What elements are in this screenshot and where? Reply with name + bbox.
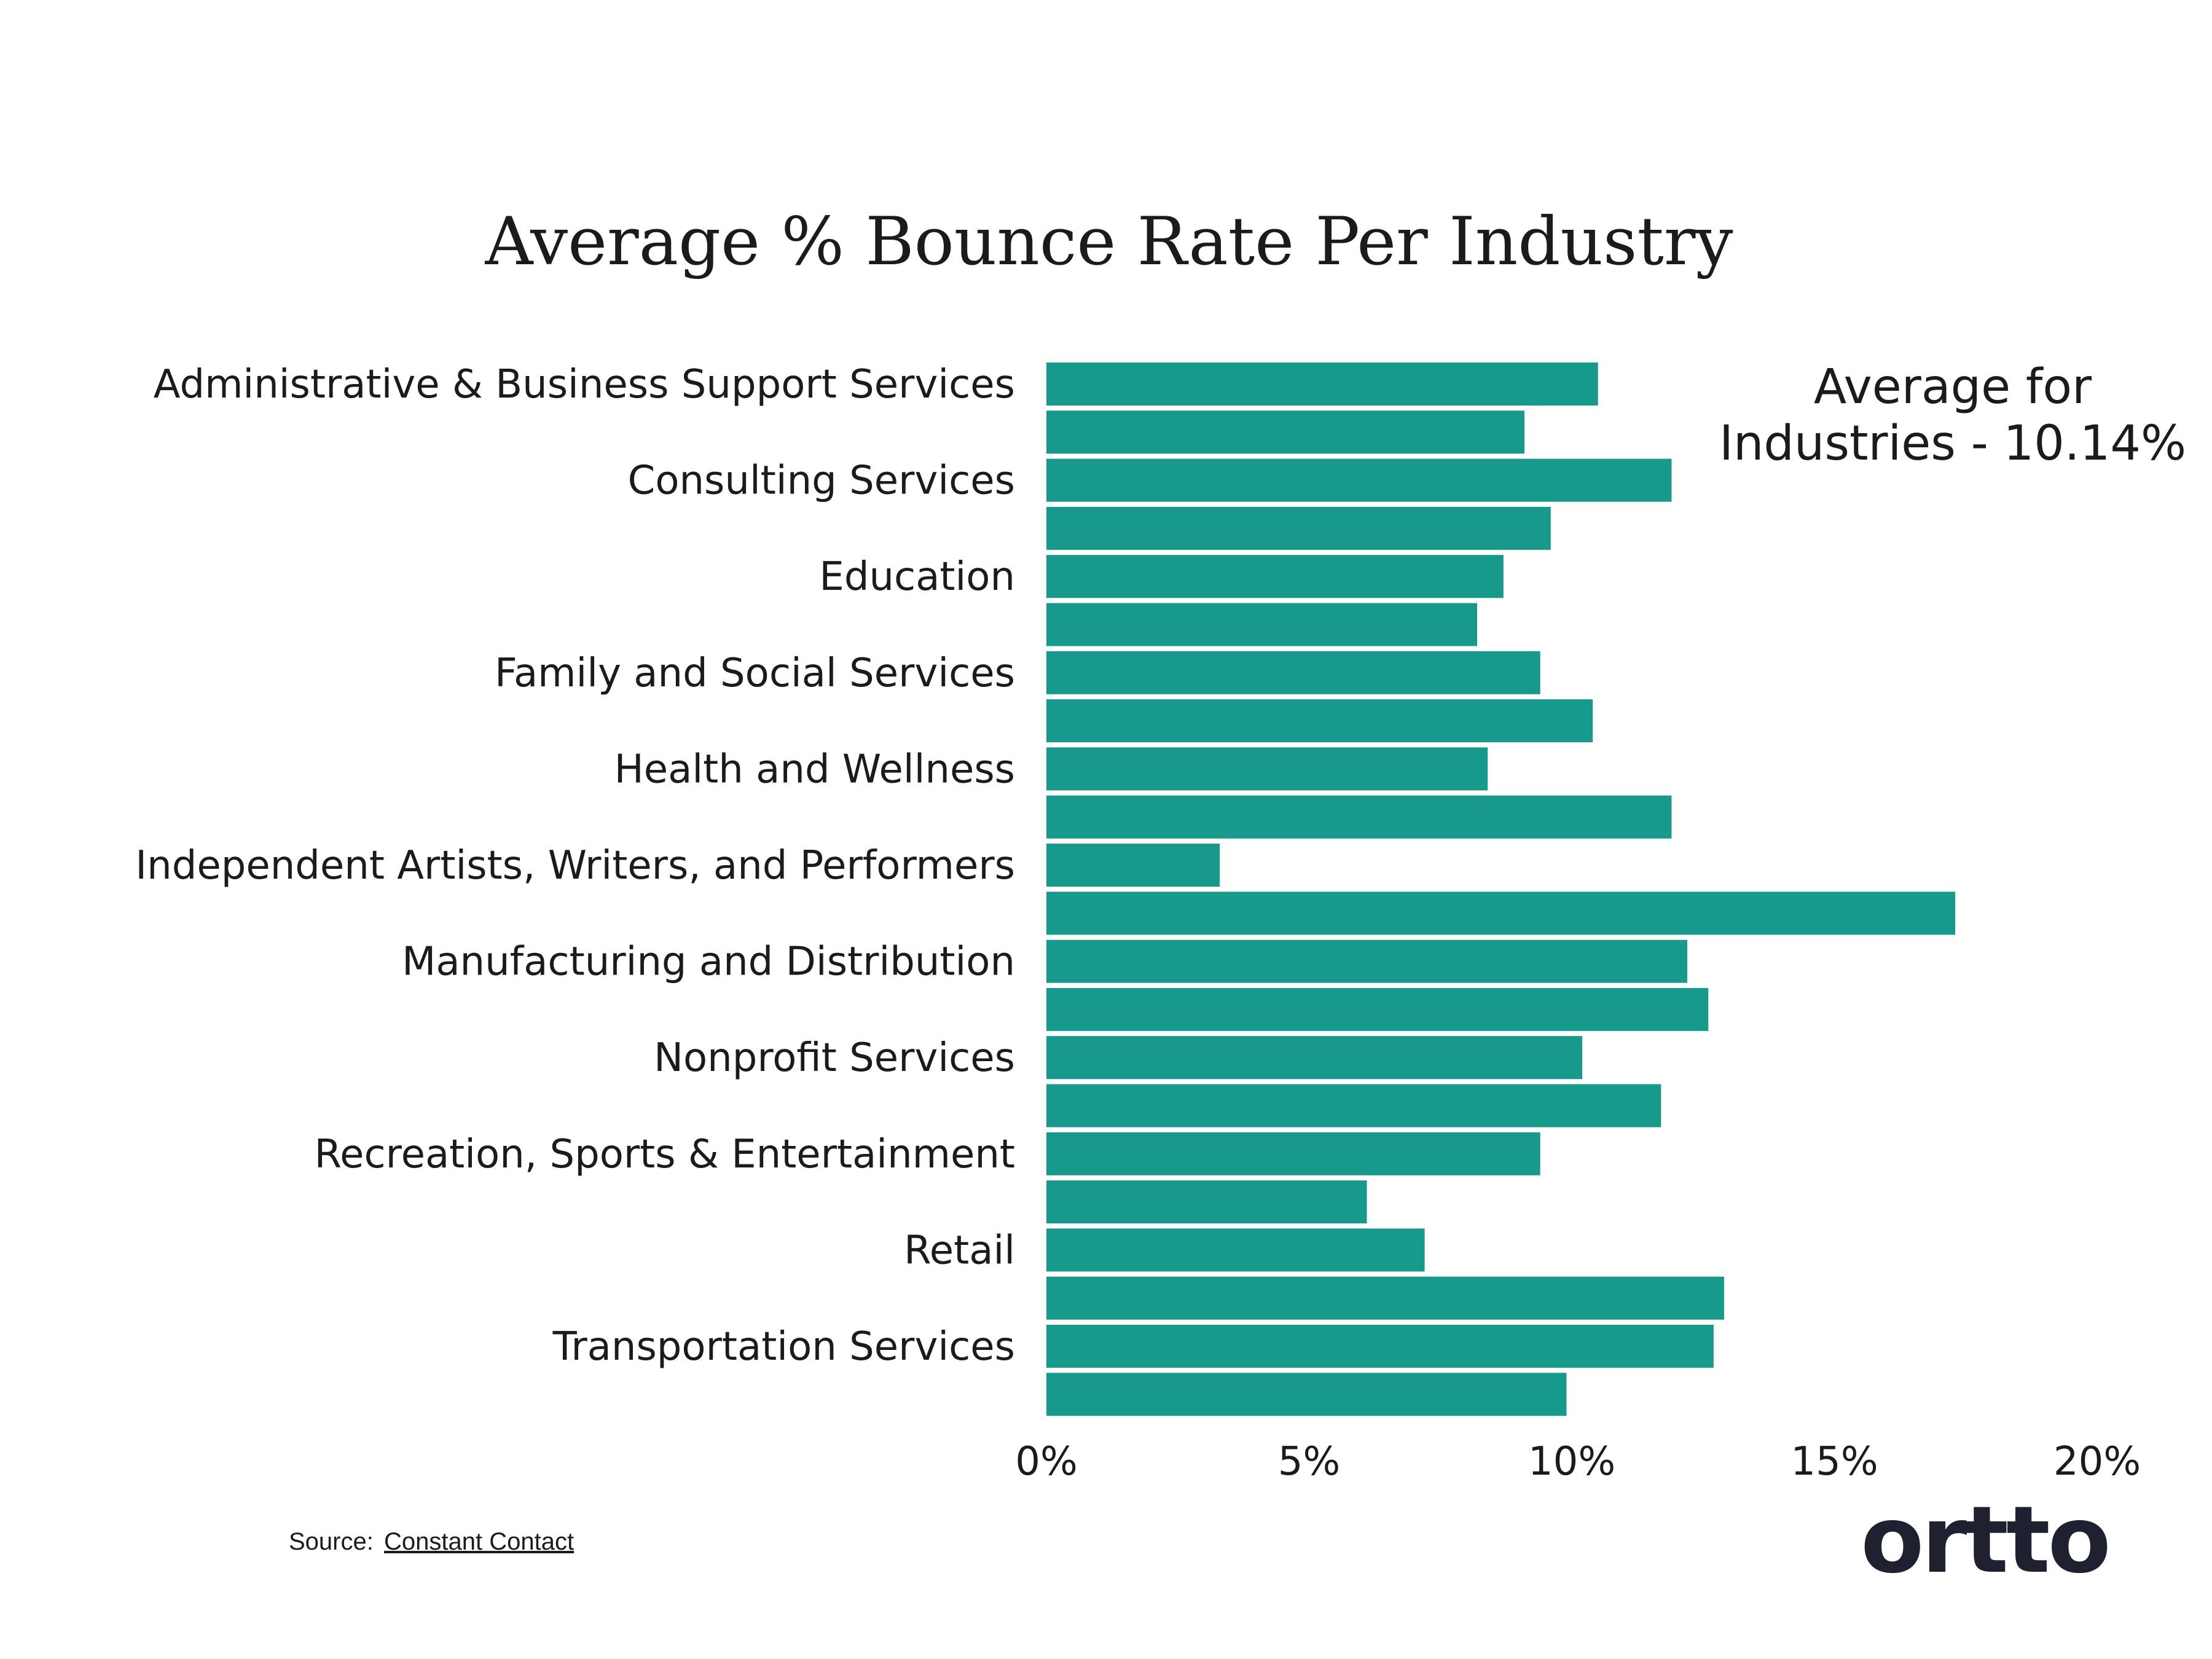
category-label-4: Education <box>819 554 1015 600</box>
category-label-12: Manufacturing and Distribution <box>402 939 1015 985</box>
x-tick-label-2: 10% <box>1528 1439 1615 1484</box>
source-label: Source: <box>289 1528 374 1555</box>
ortto-logo: ortto <box>1861 1487 2109 1594</box>
x-tick-label-0: 0% <box>1015 1439 1078 1484</box>
category-labels: Administrative & Business Support Servic… <box>135 362 1015 1370</box>
bar-21 <box>1046 1373 1567 1416</box>
x-tick-label-3: 15% <box>1790 1439 1878 1484</box>
bar-13 <box>1046 987 1709 1031</box>
bar-5 <box>1046 603 1478 646</box>
chart-title: Average % Bounce Rate Per Industry <box>484 203 1733 280</box>
category-label-20: Transportation Services <box>552 1324 1015 1370</box>
bar-6 <box>1046 651 1540 694</box>
bar-20 <box>1046 1325 1714 1368</box>
bar-0 <box>1046 363 1598 406</box>
bar-19 <box>1046 1276 1724 1320</box>
source-link[interactable]: Constant Contact <box>384 1528 574 1555</box>
bar-4 <box>1046 555 1504 598</box>
bar-7 <box>1046 699 1593 743</box>
category-label-6: Family and Social Services <box>495 651 1015 696</box>
bar-9 <box>1046 795 1672 839</box>
bar-18 <box>1046 1228 1425 1272</box>
bar-8 <box>1046 747 1488 791</box>
x-tick-label-1: 5% <box>1278 1439 1341 1484</box>
category-label-16: Recreation, Sports & Entertainment <box>315 1132 1016 1177</box>
bar-3 <box>1046 506 1551 550</box>
bar-2 <box>1046 458 1672 502</box>
bar-14 <box>1046 1036 1583 1080</box>
average-annotation-line-2: Industries - 10.14% <box>1719 416 2186 471</box>
bar-11 <box>1046 892 1956 935</box>
category-label-14: Nonprofit Services <box>654 1035 1015 1081</box>
category-label-0: Administrative & Business Support Servic… <box>154 362 1015 407</box>
category-label-18: Retail <box>904 1228 1015 1273</box>
bar-17 <box>1046 1180 1367 1224</box>
bar-1 <box>1046 410 1525 454</box>
x-tick-label-4: 20% <box>2053 1439 2141 1484</box>
bar-15 <box>1046 1084 1661 1128</box>
bar-10 <box>1046 844 1220 887</box>
bar-12 <box>1046 939 1688 983</box>
bar-16 <box>1046 1132 1540 1175</box>
category-label-10: Independent Artists, Writers, and Perfor… <box>135 843 1015 888</box>
x-tick-labels: 0% 5% 10% 15% 20% <box>1015 1439 2141 1484</box>
bars-group <box>1046 363 1956 1416</box>
category-label-2: Consulting Services <box>628 458 1015 504</box>
average-annotation-line-1: Average for <box>1814 359 2092 415</box>
category-label-8: Health and Wellness <box>614 747 1015 792</box>
